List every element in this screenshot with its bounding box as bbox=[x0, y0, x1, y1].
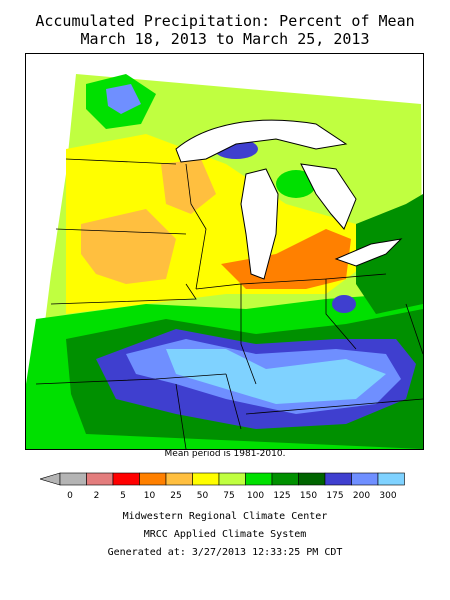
legend-swatch bbox=[165, 472, 193, 486]
legend-swatch bbox=[271, 472, 299, 486]
zone-orange-iowa bbox=[81, 209, 176, 284]
legend-swatch bbox=[377, 472, 405, 486]
legend-swatch bbox=[86, 472, 114, 486]
legend-swatch bbox=[245, 472, 273, 486]
map-title: Accumulated Precipitation: Percent of Me… bbox=[35, 12, 415, 30]
legend-swatch bbox=[59, 472, 87, 486]
legend-tick-label: 175 bbox=[326, 491, 343, 501]
lake-michigan bbox=[240, 168, 279, 280]
footer-center: Midwestern Regional Climate Center bbox=[122, 511, 328, 522]
zone-cyan-core bbox=[166, 349, 386, 404]
legend-swatch bbox=[192, 472, 220, 486]
legend-tick-label: 2 bbox=[94, 491, 100, 501]
map-date-range: March 18, 2013 to March 25, 2013 bbox=[80, 30, 370, 48]
footer-generated: Generated at: 3/27/2013 12:33:25 PM CDT bbox=[107, 547, 343, 558]
zone-lightblue-nw bbox=[106, 84, 141, 114]
lake-superior bbox=[175, 119, 348, 163]
color-legend: 0 2 5 10 25 50 75 100 125 150 175 200 300 bbox=[40, 472, 405, 501]
footer-system: MRCC Applied Climate System bbox=[143, 529, 307, 540]
state-boundaries bbox=[35, 158, 423, 449]
zone-darkgreen-east bbox=[356, 194, 423, 314]
legend-ticks: 0 2 5 10 25 50 75 100 125 150 175 200 300 bbox=[67, 491, 397, 501]
lake-huron bbox=[300, 163, 357, 230]
precipitation-map bbox=[25, 53, 424, 450]
precipitation-map-svg bbox=[26, 54, 423, 449]
legend-swatch bbox=[139, 472, 167, 486]
legend-tick-label: 50 bbox=[197, 491, 209, 501]
legend-swatch bbox=[298, 472, 326, 486]
legend-tick-label: 200 bbox=[353, 491, 370, 501]
legend-tick-label: 75 bbox=[223, 491, 234, 501]
legend-swatch bbox=[112, 472, 140, 486]
legend-tick-label: 100 bbox=[247, 491, 264, 501]
zone-green-michigan bbox=[276, 170, 316, 198]
legend-tick-label: 0 bbox=[67, 491, 73, 501]
legend-swatches bbox=[59, 472, 405, 486]
legend-arrow bbox=[40, 472, 61, 486]
lake-erie bbox=[334, 238, 403, 267]
legend-tick-label: 25 bbox=[170, 491, 181, 501]
legend-tick-label: 300 bbox=[379, 491, 396, 501]
legend-tick-label: 10 bbox=[144, 491, 156, 501]
legend-tick-label: 125 bbox=[273, 491, 290, 501]
zone-blue-ohio-spot bbox=[332, 295, 356, 313]
legend-swatch bbox=[324, 472, 352, 486]
mean-period-note: Mean period is 1981-2010. bbox=[164, 449, 286, 459]
legend-swatch bbox=[218, 472, 246, 486]
legend-tick-label: 5 bbox=[120, 491, 126, 501]
legend-swatch bbox=[351, 472, 379, 486]
legend-tick-label: 150 bbox=[300, 491, 317, 501]
